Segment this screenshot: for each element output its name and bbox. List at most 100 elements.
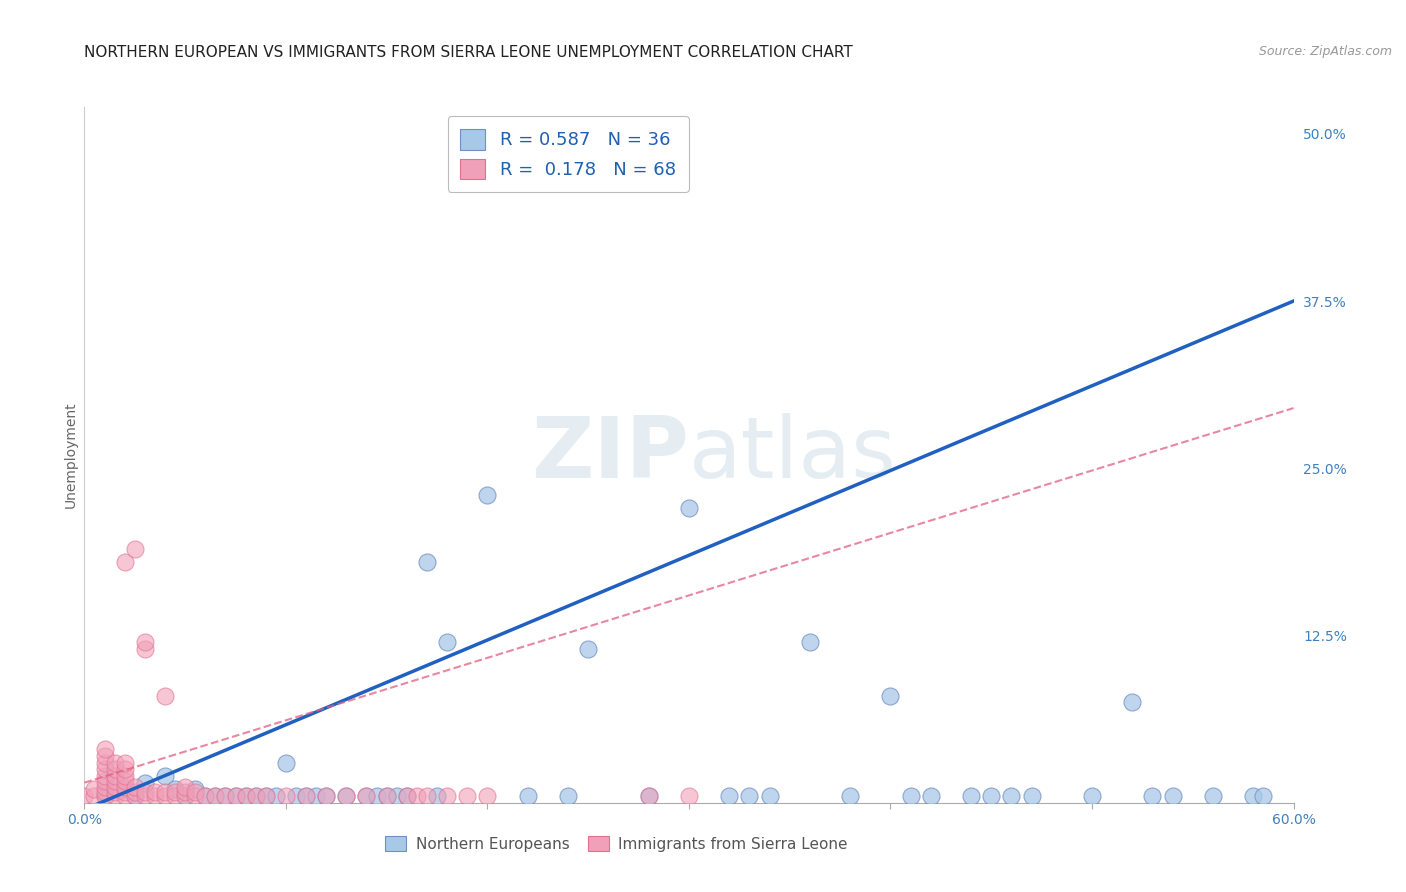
- Point: [436, 789, 458, 804]
- Point: [124, 541, 146, 556]
- Point: [305, 789, 328, 804]
- Point: [153, 785, 176, 799]
- Point: [93, 789, 115, 804]
- Point: [245, 789, 267, 804]
- Point: [134, 776, 156, 790]
- Text: NORTHERN EUROPEAN VS IMMIGRANTS FROM SIERRA LEONE UNEMPLOYMENT CORRELATION CHART: NORTHERN EUROPEAN VS IMMIGRANTS FROM SIE…: [84, 45, 853, 60]
- Point: [184, 782, 207, 797]
- Point: [1241, 789, 1264, 804]
- Point: [93, 789, 115, 804]
- Point: [93, 769, 115, 783]
- Point: [315, 789, 337, 804]
- Point: [235, 789, 257, 804]
- Legend: Northern Europeans, Immigrants from Sierra Leone: Northern Europeans, Immigrants from Sier…: [380, 830, 853, 858]
- Point: [194, 789, 217, 804]
- Point: [114, 789, 136, 804]
- Point: [335, 789, 357, 804]
- Point: [799, 635, 821, 649]
- Point: [477, 789, 499, 804]
- Point: [153, 789, 176, 804]
- Point: [114, 769, 136, 783]
- Point: [1000, 789, 1022, 804]
- Point: [124, 785, 146, 799]
- Point: [315, 789, 337, 804]
- Point: [93, 756, 115, 770]
- Point: [73, 789, 96, 804]
- Point: [406, 789, 429, 804]
- Point: [184, 789, 207, 804]
- Point: [165, 785, 187, 799]
- Point: [274, 756, 297, 770]
- Point: [174, 789, 197, 804]
- Point: [204, 789, 226, 804]
- Point: [174, 785, 197, 799]
- Point: [143, 789, 166, 804]
- Point: [1253, 789, 1275, 804]
- Point: [576, 642, 599, 657]
- Point: [678, 501, 700, 516]
- Point: [143, 785, 166, 799]
- Point: [114, 780, 136, 794]
- Point: [356, 789, 378, 804]
- Point: [235, 789, 257, 804]
- Point: [104, 769, 127, 783]
- Point: [204, 789, 226, 804]
- Point: [980, 789, 1002, 804]
- Point: [900, 789, 922, 804]
- Point: [83, 782, 105, 797]
- Point: [124, 789, 146, 804]
- Point: [295, 789, 318, 804]
- Point: [194, 789, 217, 804]
- Point: [758, 789, 780, 804]
- Point: [184, 785, 207, 799]
- Point: [134, 785, 156, 799]
- Point: [375, 789, 398, 804]
- Point: [456, 789, 478, 804]
- Point: [416, 555, 439, 569]
- Point: [516, 789, 538, 804]
- Point: [134, 789, 156, 804]
- Text: atlas: atlas: [689, 413, 897, 497]
- Point: [93, 742, 115, 756]
- Point: [245, 789, 267, 804]
- Point: [134, 642, 156, 657]
- Point: [416, 789, 439, 804]
- Point: [254, 789, 277, 804]
- Y-axis label: Unemployment: Unemployment: [63, 401, 77, 508]
- Point: [637, 789, 659, 804]
- Point: [114, 555, 136, 569]
- Point: [93, 774, 115, 789]
- Point: [356, 789, 378, 804]
- Point: [93, 785, 115, 799]
- Text: Source: ZipAtlas.com: Source: ZipAtlas.com: [1258, 45, 1392, 58]
- Point: [375, 789, 398, 804]
- Point: [104, 780, 127, 794]
- Point: [114, 782, 136, 797]
- Point: [104, 789, 127, 804]
- Point: [104, 785, 127, 799]
- Point: [678, 789, 700, 804]
- Point: [124, 789, 146, 804]
- Point: [153, 769, 176, 783]
- Point: [385, 789, 408, 804]
- Point: [165, 789, 187, 804]
- Point: [114, 785, 136, 799]
- Point: [165, 782, 187, 797]
- Point: [114, 774, 136, 789]
- Point: [426, 789, 449, 804]
- Point: [93, 762, 115, 776]
- Point: [395, 789, 418, 804]
- Point: [366, 789, 388, 804]
- Point: [104, 762, 127, 776]
- Point: [104, 774, 127, 789]
- Point: [93, 780, 115, 794]
- Point: [335, 789, 357, 804]
- Point: [1202, 789, 1225, 804]
- Point: [225, 789, 247, 804]
- Point: [436, 635, 458, 649]
- Text: ZIP: ZIP: [531, 413, 689, 497]
- Point: [174, 780, 197, 794]
- Point: [93, 749, 115, 764]
- Point: [114, 762, 136, 776]
- Point: [104, 756, 127, 770]
